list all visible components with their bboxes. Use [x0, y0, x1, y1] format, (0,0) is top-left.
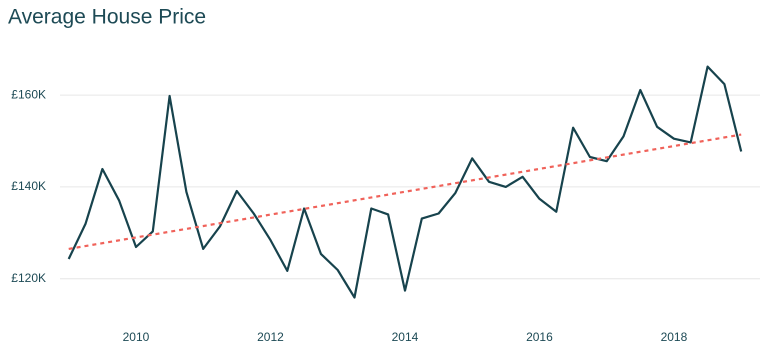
trend-line [68, 133, 742, 250]
y-tick-label: £120K [11, 271, 46, 285]
data-line [67, 65, 743, 299]
x-tick-label: 2014 [392, 330, 419, 344]
x-tick-label: 2010 [123, 330, 150, 344]
y-tick-label: £160K [11, 87, 46, 101]
chart-title: Average House Price [8, 6, 206, 29]
x-tick-label: 2016 [526, 330, 553, 344]
x-tick-label: 2018 [661, 330, 688, 344]
y-tick-label: £140K [11, 179, 46, 193]
x-tick-label: 2012 [257, 330, 284, 344]
